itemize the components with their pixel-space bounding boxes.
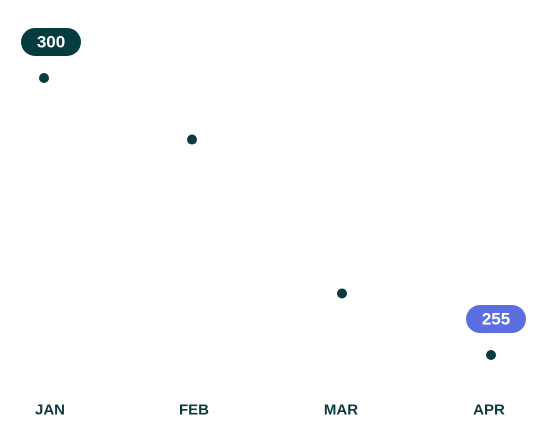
data-point bbox=[337, 288, 347, 299]
x-tick-label: FEB bbox=[179, 402, 209, 419]
value-label-pill bbox=[21, 27, 81, 56]
value-label: 255 bbox=[482, 310, 510, 329]
x-tick-label: MAR bbox=[324, 402, 358, 419]
data-point bbox=[187, 134, 197, 145]
data-point bbox=[39, 72, 49, 83]
data-point bbox=[486, 350, 496, 361]
x-tick-label: JAN bbox=[35, 402, 65, 419]
value-label-pill bbox=[466, 305, 526, 334]
x-tick-label: APR bbox=[473, 402, 505, 419]
value-label: 300 bbox=[37, 32, 65, 51]
